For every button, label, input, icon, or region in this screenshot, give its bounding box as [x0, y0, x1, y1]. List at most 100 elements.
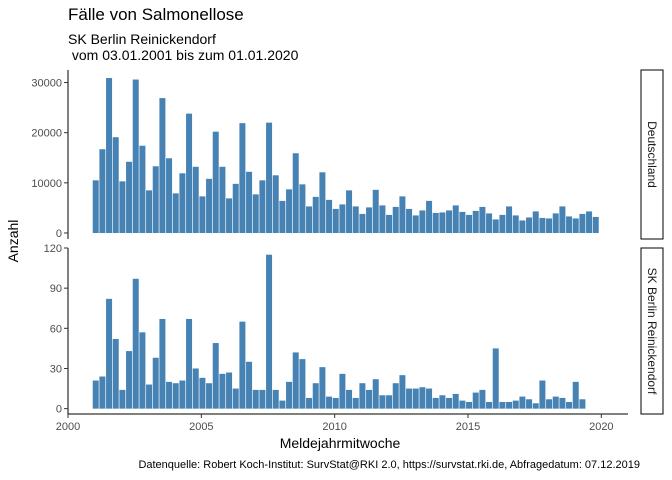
bar: [186, 113, 193, 233]
bar: [126, 351, 133, 409]
chart-subtitle: SK Berlin Reinickendorf vom 03.01.2001 b…: [68, 31, 299, 63]
bar: [199, 377, 206, 409]
bar: [299, 359, 306, 409]
bar: [286, 189, 293, 233]
bar: [559, 206, 566, 233]
bar: [259, 389, 266, 409]
bar: [439, 212, 446, 233]
bar: [132, 278, 139, 409]
bar: [486, 213, 493, 233]
bar: [146, 384, 153, 409]
bar: [566, 401, 573, 409]
bar: [232, 388, 239, 409]
bar: [126, 161, 133, 233]
bar: [219, 166, 226, 233]
bar: [452, 393, 459, 409]
bar: [412, 215, 419, 233]
bar: [486, 401, 493, 409]
bar: [419, 387, 426, 409]
bar: [179, 173, 186, 233]
bar: [572, 381, 579, 409]
y-tick-label: 10000: [31, 178, 62, 190]
bar: [306, 206, 313, 233]
bar: [419, 210, 426, 233]
bar: [579, 213, 586, 233]
bar: [252, 389, 259, 409]
bar: [592, 216, 599, 233]
bar: [379, 395, 386, 409]
bar: [452, 205, 459, 233]
bar: [479, 206, 486, 233]
bar: [359, 213, 366, 233]
bar: [172, 193, 179, 233]
bar: [319, 367, 326, 409]
bar: [226, 198, 233, 233]
y-tick-label: 30: [50, 363, 62, 375]
bar: [219, 373, 226, 409]
x-axis: 2000 2005 2010 2015 2020: [56, 413, 628, 433]
bar: [132, 79, 139, 233]
bar: [312, 383, 319, 409]
bar: [279, 200, 286, 233]
bar: [426, 388, 433, 409]
y-tick-label: 30000: [31, 78, 62, 90]
bar: [119, 181, 126, 233]
bar: [379, 205, 386, 233]
bar: [326, 199, 333, 233]
y-tick-label: 0: [56, 404, 62, 416]
x-tick-label: 2015: [456, 421, 480, 433]
bar: [266, 254, 273, 409]
bar: [319, 172, 326, 233]
bar: [479, 389, 486, 409]
bar: [212, 343, 219, 409]
bar: [179, 380, 186, 409]
x-axis-label: Meldejahrmitwoche: [280, 435, 401, 451]
bar: [239, 123, 246, 233]
bar: [166, 158, 173, 233]
bar: [432, 397, 439, 409]
y-tick-label: 20000: [31, 128, 62, 140]
facet-strip: [640, 247, 664, 415]
bar: [459, 211, 466, 233]
bar: [392, 383, 399, 409]
bar: [552, 396, 559, 409]
facet-strip-label: Deutschland: [645, 121, 659, 188]
bar: [439, 395, 446, 409]
bar: [472, 392, 479, 409]
bar: [352, 206, 359, 233]
bar: [506, 401, 513, 409]
bar: [192, 368, 199, 409]
x-tick-label: 2000: [56, 421, 80, 433]
bar: [146, 190, 153, 233]
bar: [279, 400, 286, 409]
bar: [259, 180, 266, 233]
bar: [139, 145, 146, 233]
bar: [106, 298, 113, 409]
bar: [366, 207, 373, 233]
bar: [579, 399, 586, 409]
bar: [299, 184, 306, 233]
bar: [512, 400, 519, 409]
bar: [412, 388, 419, 409]
bar: [306, 397, 313, 409]
bar: [206, 383, 213, 409]
bar: [226, 372, 233, 409]
bar: [399, 375, 406, 409]
bar: [246, 361, 253, 409]
bar: [352, 397, 359, 409]
bar: [326, 396, 333, 409]
bar: [239, 321, 246, 409]
bar: [206, 178, 213, 233]
y-tick-label: 0: [56, 228, 62, 240]
bar: [399, 196, 406, 233]
y-tick-label: 60: [50, 323, 62, 335]
bar: [526, 217, 533, 233]
bar: [492, 348, 499, 409]
data-source-caption: Datenquelle: Robert Koch-Institut: SurvS…: [138, 459, 640, 471]
bar: [586, 211, 593, 233]
bar: [406, 388, 413, 409]
bar: [119, 389, 126, 409]
bar: [212, 131, 219, 233]
bar: [152, 357, 159, 409]
